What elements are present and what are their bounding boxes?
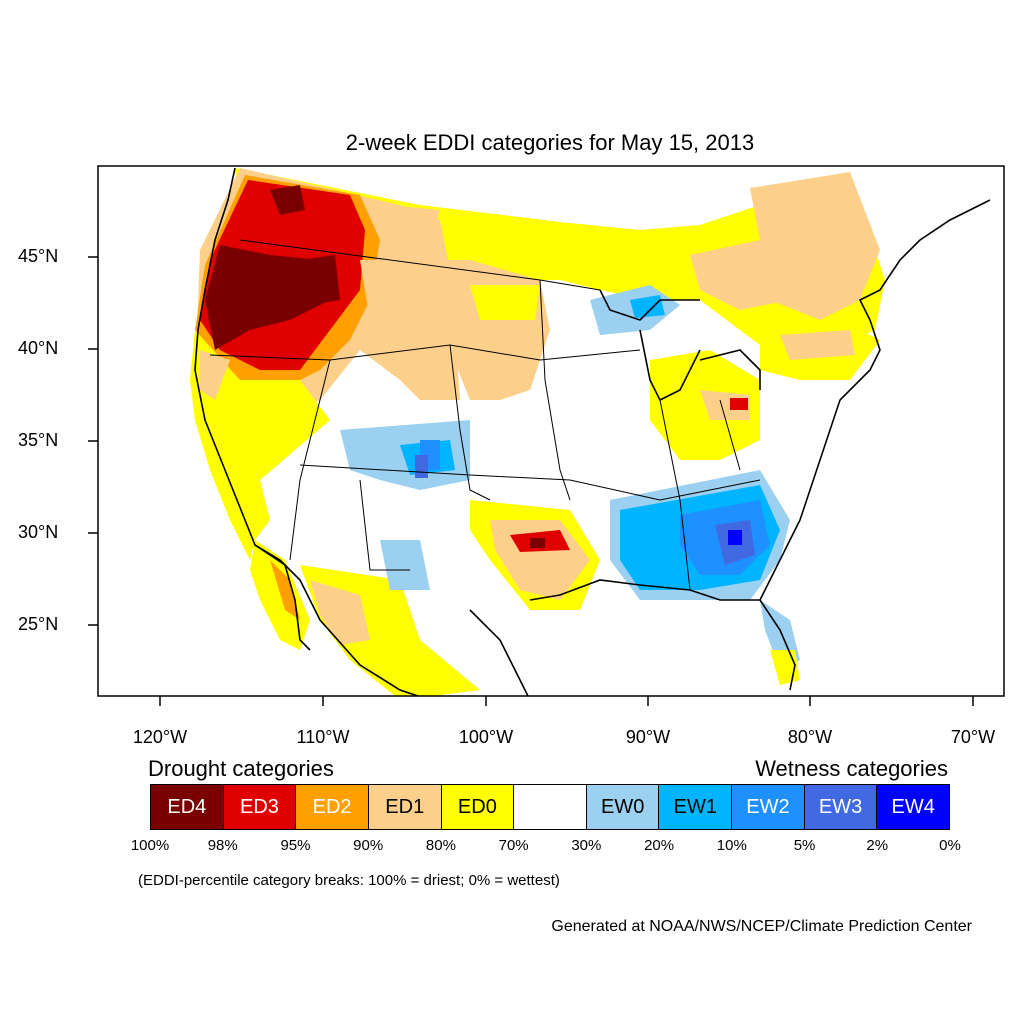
legend-box-ed0: ED0 bbox=[441, 785, 515, 829]
percent-break-label: 30% bbox=[571, 837, 602, 854]
lat-tick-40: 40°N bbox=[18, 338, 59, 358]
west-drought-ed4-c bbox=[270, 185, 305, 215]
canada-fill-mid bbox=[690, 240, 790, 310]
lon-tick-110: 110°W bbox=[296, 727, 350, 747]
california-ed1 bbox=[200, 350, 230, 400]
legend-box-ew3: EW3 bbox=[804, 785, 878, 829]
se-ew4 bbox=[728, 530, 742, 545]
legend-box-ed2: ED2 bbox=[296, 785, 369, 829]
percent-break-label: 0% bbox=[939, 837, 961, 854]
wetness-categories-label: Wetness categories bbox=[755, 756, 948, 781]
lat-tick-35: 35°N bbox=[18, 430, 59, 450]
lat-tick-25: 25°N bbox=[18, 614, 59, 634]
nm-ew0 bbox=[380, 540, 430, 590]
lon-tick-80: 80°W bbox=[787, 727, 833, 747]
percent-break-label: 20% bbox=[644, 837, 675, 854]
canada-fill-light-east bbox=[750, 172, 880, 320]
percent-break-label: 98% bbox=[207, 837, 238, 854]
baja-ed1 bbox=[270, 560, 300, 620]
lon-tick-70: 70°W bbox=[950, 727, 996, 747]
percent-break-label: 2% bbox=[866, 837, 889, 854]
lakes-ew1 bbox=[630, 295, 665, 318]
coastlines bbox=[194, 167, 991, 696]
baja-ed0 bbox=[250, 540, 310, 650]
map-frame bbox=[97, 165, 1005, 697]
legend-box-ed1: ED1 bbox=[368, 785, 442, 829]
percent-break-label: 80% bbox=[425, 837, 456, 854]
category-legend: ED4 ED3 ED2 ED1 ED0 EW0 EW1 EW2 EW3 EW4 bbox=[150, 784, 950, 830]
percentile-note: (EDDI-percentile category breaks: 100% =… bbox=[138, 872, 560, 889]
legend-box-ed4: ED4 bbox=[151, 785, 224, 829]
credit-line: Generated at NOAA/NWS/NCEP/Climate Predi… bbox=[551, 918, 972, 935]
legend-box-ew1: EW1 bbox=[659, 785, 733, 829]
plains-ed0-patch bbox=[470, 285, 540, 320]
lat-tick-30: 30°N bbox=[18, 522, 59, 542]
west-drought-ed4 bbox=[205, 245, 330, 350]
lon-tick-90: 90°W bbox=[625, 727, 671, 747]
tick-marks bbox=[88, 256, 974, 706]
percent-break-label: 100% bbox=[130, 837, 170, 854]
legend-box-neutral bbox=[514, 785, 587, 829]
west-drought-ed4-b bbox=[300, 255, 340, 305]
legend-box-ew2: EW2 bbox=[732, 785, 805, 829]
california-ed0 bbox=[190, 330, 330, 560]
legend-box-ew4: EW4 bbox=[877, 785, 950, 829]
drought-categories-label: Drought categories bbox=[148, 756, 334, 781]
legend-box-ew0: EW0 bbox=[586, 785, 660, 829]
rockies-ew3 bbox=[415, 455, 428, 478]
ohio-ed3 bbox=[730, 398, 748, 410]
percent-break-label: 5% bbox=[793, 837, 816, 854]
ne-ed1 bbox=[780, 330, 855, 360]
state-borders bbox=[209, 239, 761, 591]
lat-tick-45: 45°N bbox=[18, 246, 59, 266]
ohio-ed1 bbox=[700, 390, 750, 420]
percent-break-label: 95% bbox=[280, 837, 311, 854]
mexico-ed1 bbox=[310, 580, 370, 645]
percent-break-label: 70% bbox=[498, 837, 529, 854]
lon-tick-120: 120°W bbox=[132, 727, 188, 747]
legend-box-ed3: ED3 bbox=[223, 785, 297, 829]
texas-ed4 bbox=[530, 538, 545, 548]
lon-tick-100: 100°W bbox=[458, 727, 514, 747]
map-title: 2-week EDDI categories for May 15, 2013 bbox=[345, 130, 755, 155]
percent-break-label: 10% bbox=[716, 837, 747, 854]
florida-ed0 bbox=[770, 650, 800, 685]
percent-break-label: 90% bbox=[353, 837, 384, 854]
